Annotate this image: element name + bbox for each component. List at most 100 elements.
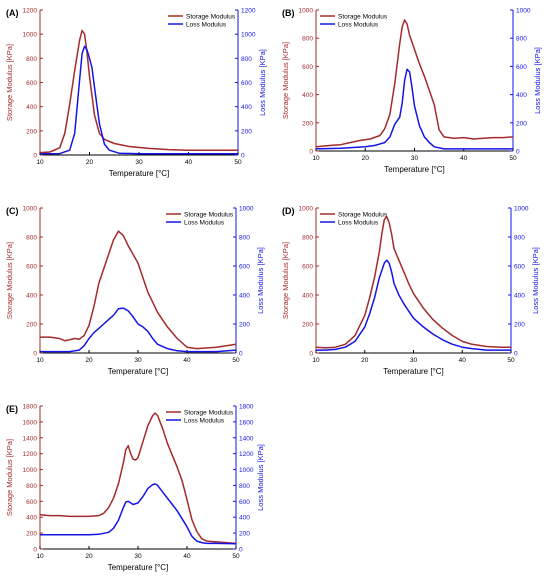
panel-c: 0 200 400 600 800 1000 0 200 400 600 800 1000 10 20 30… (5, 206, 265, 377)
left-y-tick-label: 400 (302, 92, 313, 99)
left-y-tick-label: 600 (302, 64, 313, 71)
left-y-tick-label: 1000 (23, 467, 38, 474)
legend-entry: Storage Modulus (338, 13, 388, 20)
left-y-tick-label: 0 (33, 547, 37, 554)
left-y-tick-label: 1800 (23, 404, 38, 411)
left-y-tick-label: 1000 (299, 206, 314, 213)
left-y-axis-title: Storage Modulus [KPa] (281, 242, 290, 319)
left-y-tick-label: 400 (26, 293, 37, 300)
right-y-tick-label: 800 (516, 36, 527, 43)
x-tick-label: 10 (36, 357, 44, 364)
left-y-axis-title: Storage Modulus [KPa] (5, 439, 14, 516)
panel-d: 0 200 400 600 800 1000 0 200 400 600 800 1000 10 20 30… (281, 206, 540, 377)
left-y-tick-label: 1000 (299, 8, 314, 15)
right-y-tick-label: 200 (514, 322, 525, 329)
right-y-tick-label: 400 (239, 293, 250, 300)
right-y-tick-label: 0 (514, 351, 518, 358)
x-axis-title: Temperature [°C] (108, 563, 169, 572)
right-y-tick-label: 200 (241, 128, 252, 135)
left-y-tick-label: 0 (309, 351, 313, 358)
loss-modulus-line (316, 259, 511, 351)
x-tick-label: 30 (410, 357, 418, 364)
left-y-tick-label: 800 (26, 56, 37, 63)
legend-entry: Loss Modulus (186, 21, 227, 28)
x-tick-label: 20 (362, 155, 370, 162)
left-y-tick-label: 1200 (23, 8, 38, 15)
right-y-tick-label: 1000 (514, 206, 529, 213)
legend-entry: Storage Modulus (186, 13, 236, 20)
right-y-tick-label: 0 (516, 149, 520, 156)
left-y-tick-label: 0 (309, 149, 313, 156)
left-y-tick-label: 800 (302, 36, 313, 43)
panel-label: (B) (282, 8, 295, 18)
x-tick-label: 20 (85, 553, 93, 560)
left-y-tick-label: 200 (26, 128, 37, 135)
left-y-axis-title: Storage Modulus [KPa] (5, 242, 14, 319)
x-tick-label: 20 (85, 357, 93, 364)
right-y-tick-label: 400 (239, 515, 250, 522)
right-y-tick-label: 0 (241, 153, 245, 160)
loss-modulus-line (40, 307, 237, 353)
x-tick-label: 10 (312, 155, 320, 162)
x-tick-label: 20 (361, 357, 369, 364)
panel-label: (C) (6, 206, 19, 216)
right-y-tick-label: 800 (241, 56, 252, 63)
left-y-tick-label: 200 (302, 322, 313, 329)
left-y-tick-label: 400 (302, 293, 313, 300)
right-y-tick-label: 1000 (516, 8, 531, 15)
right-y-tick-label: 200 (239, 531, 250, 538)
x-tick-label: 40 (459, 357, 467, 364)
left-y-tick-label: 600 (302, 264, 313, 271)
panel-a: 0 200 400 600 800 1000 1200 0 200 400 600 800 1000 12… (5, 8, 267, 179)
x-tick-label: 50 (232, 357, 240, 364)
storage-modulus-line (40, 230, 237, 350)
panel-label: (D) (282, 206, 295, 216)
x-tick-label: 40 (460, 155, 468, 162)
left-y-tick-label: 0 (33, 351, 37, 358)
x-tick-label: 10 (312, 357, 320, 364)
panel-e: 0 200 400 600 800 1000 1200 1400 1600 1800 0 200 400… (5, 404, 265, 573)
right-y-axis-title: Loss Modulus [KPa] (531, 247, 540, 314)
left-y-tick-label: 600 (26, 264, 37, 271)
left-y-tick-label: 200 (26, 322, 37, 329)
storage-modulus-line (315, 215, 511, 349)
left-y-tick-label: 800 (26, 483, 37, 490)
right-y-tick-label: 0 (239, 351, 243, 358)
x-tick-label: 20 (86, 159, 94, 166)
x-tick-label: 50 (507, 357, 515, 364)
right-y-axis-title: Loss Modulus [KPa] (256, 247, 265, 314)
legend-entry: Loss Modulus (338, 219, 379, 226)
legend-entry: Loss Modulus (338, 21, 379, 28)
loss-modulus-line (40, 483, 237, 545)
right-y-axis-title: Loss Modulus [KPa] (533, 47, 542, 114)
storage-modulus-line (39, 29, 238, 154)
right-y-tick-label: 600 (239, 499, 250, 506)
panel-b: 0 200 400 600 800 1000 0 200 400 600 800 1000 10 20 30… (281, 8, 542, 175)
legend-entry: Loss Modulus (184, 219, 225, 226)
panel-label: (A) (6, 8, 19, 18)
x-axis-title: Temperature [°C] (108, 367, 169, 376)
right-y-axis-title: Loss Modulus [KPa] (258, 49, 267, 116)
right-y-tick-label: 1200 (239, 451, 254, 458)
left-y-tick-label: 400 (26, 515, 37, 522)
right-y-tick-label: 800 (514, 235, 525, 242)
x-tick-label: 30 (411, 155, 419, 162)
x-axis-title: Temperature [°C] (383, 367, 444, 376)
left-y-tick-label: 600 (26, 80, 37, 87)
x-tick-label: 50 (509, 155, 517, 162)
x-tick-label: 40 (183, 357, 191, 364)
left-y-tick-label: 0 (33, 153, 37, 160)
left-y-tick-label: 1400 (23, 435, 38, 442)
left-y-tick-label: 1000 (23, 206, 38, 213)
x-axis-title: Temperature [°C] (109, 169, 170, 178)
right-y-tick-label: 800 (239, 235, 250, 242)
right-y-tick-label: 400 (241, 104, 252, 111)
right-y-tick-label: 600 (516, 64, 527, 71)
legend-entry: Storage Modulus (184, 409, 234, 416)
left-y-tick-label: 200 (302, 120, 313, 127)
right-y-tick-label: 200 (239, 322, 250, 329)
